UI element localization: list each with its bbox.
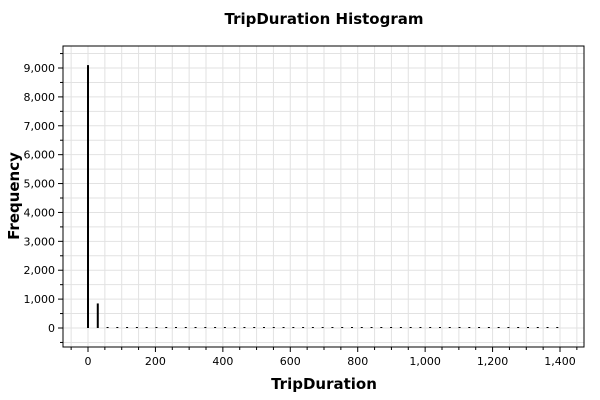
histogram-bar <box>390 327 393 328</box>
y-tick-label: 1,000 <box>24 293 56 306</box>
x-tick-label: 1,000 <box>409 355 441 368</box>
histogram-bar <box>380 327 383 328</box>
histogram-bar <box>546 327 549 328</box>
histogram-bar <box>517 327 520 328</box>
histogram-bar <box>536 327 539 328</box>
histogram-bar <box>262 327 265 328</box>
y-tick-label: 7,000 <box>24 120 56 133</box>
histogram-bar <box>135 327 138 328</box>
y-tick-label: 8,000 <box>24 91 56 104</box>
histogram-bar <box>429 327 432 328</box>
histogram-bar <box>194 327 197 328</box>
histogram-bar <box>155 327 158 328</box>
histogram-bar <box>341 327 344 328</box>
histogram-bar <box>126 327 129 328</box>
y-tick-label: 5,000 <box>24 178 56 191</box>
histogram-bar <box>438 327 441 328</box>
x-tick-label: 0 <box>85 355 92 368</box>
histogram-bar <box>282 327 285 328</box>
histogram-bar <box>145 327 148 328</box>
histogram-bar <box>419 327 422 328</box>
histogram-bar <box>507 327 510 328</box>
histogram-bar <box>302 327 305 328</box>
x-tick-label: 200 <box>145 355 166 368</box>
y-axis-label: Frequency <box>5 152 23 240</box>
histogram-bar <box>399 327 402 328</box>
histogram-bar <box>174 327 177 328</box>
y-tick-label: 6,000 <box>24 149 56 162</box>
histogram-bar <box>331 327 334 328</box>
histogram-bar <box>497 327 500 328</box>
histogram-bar <box>214 327 217 328</box>
histogram-bar <box>204 327 207 328</box>
histogram-bar <box>233 327 236 328</box>
histogram-bar <box>253 327 256 328</box>
histogram-bar <box>556 327 559 328</box>
x-tick-label: 1,200 <box>477 355 509 368</box>
histogram-bar <box>487 327 490 328</box>
y-tick-label: 4,000 <box>24 206 56 219</box>
histogram-bar <box>478 327 481 328</box>
chart-title: TripDuration Histogram <box>224 10 423 28</box>
x-tick-label: 400 <box>212 355 233 368</box>
histogram-bar <box>292 327 295 328</box>
histogram-bar <box>87 65 89 328</box>
x-tick-label: 800 <box>347 355 368 368</box>
y-tick-label: 3,000 <box>24 235 56 248</box>
x-tick-label: 600 <box>280 355 301 368</box>
y-tick-label: 9,000 <box>24 62 56 75</box>
histogram-bar <box>223 327 226 328</box>
histogram-bar <box>165 327 168 328</box>
histogram-bar <box>409 327 412 328</box>
histogram-bar <box>311 327 314 328</box>
y-axis: 0 1,000 2,000 3,000 4,000 5,000 6,000 7,000 8,00… <box>24 53 63 343</box>
histogram-bar <box>370 327 373 328</box>
histogram-bar <box>526 327 529 328</box>
x-tick-label: 1,400 <box>544 355 576 368</box>
histogram-bar <box>96 303 99 328</box>
histogram-bar <box>458 327 461 328</box>
histogram-bar <box>468 327 471 328</box>
histogram-bar <box>448 327 451 328</box>
x-axis-label: TripDuration <box>271 375 377 393</box>
histogram-bar <box>184 327 187 328</box>
histogram-bar <box>243 327 246 328</box>
y-tick-label: 0 <box>48 322 55 335</box>
histogram-bar <box>360 327 363 328</box>
x-axis: 0 200 400 600 800 1,000 1,200 1,400 <box>70 347 578 368</box>
y-tick-label: 2,000 <box>24 264 56 277</box>
histogram-bar <box>321 327 324 328</box>
histogram-bar <box>106 327 109 328</box>
histogram-bar <box>350 327 353 328</box>
grid-lines <box>63 46 584 347</box>
histogram-bars <box>87 65 559 328</box>
histogram-bar <box>116 327 119 328</box>
histogram-bar <box>272 327 275 328</box>
